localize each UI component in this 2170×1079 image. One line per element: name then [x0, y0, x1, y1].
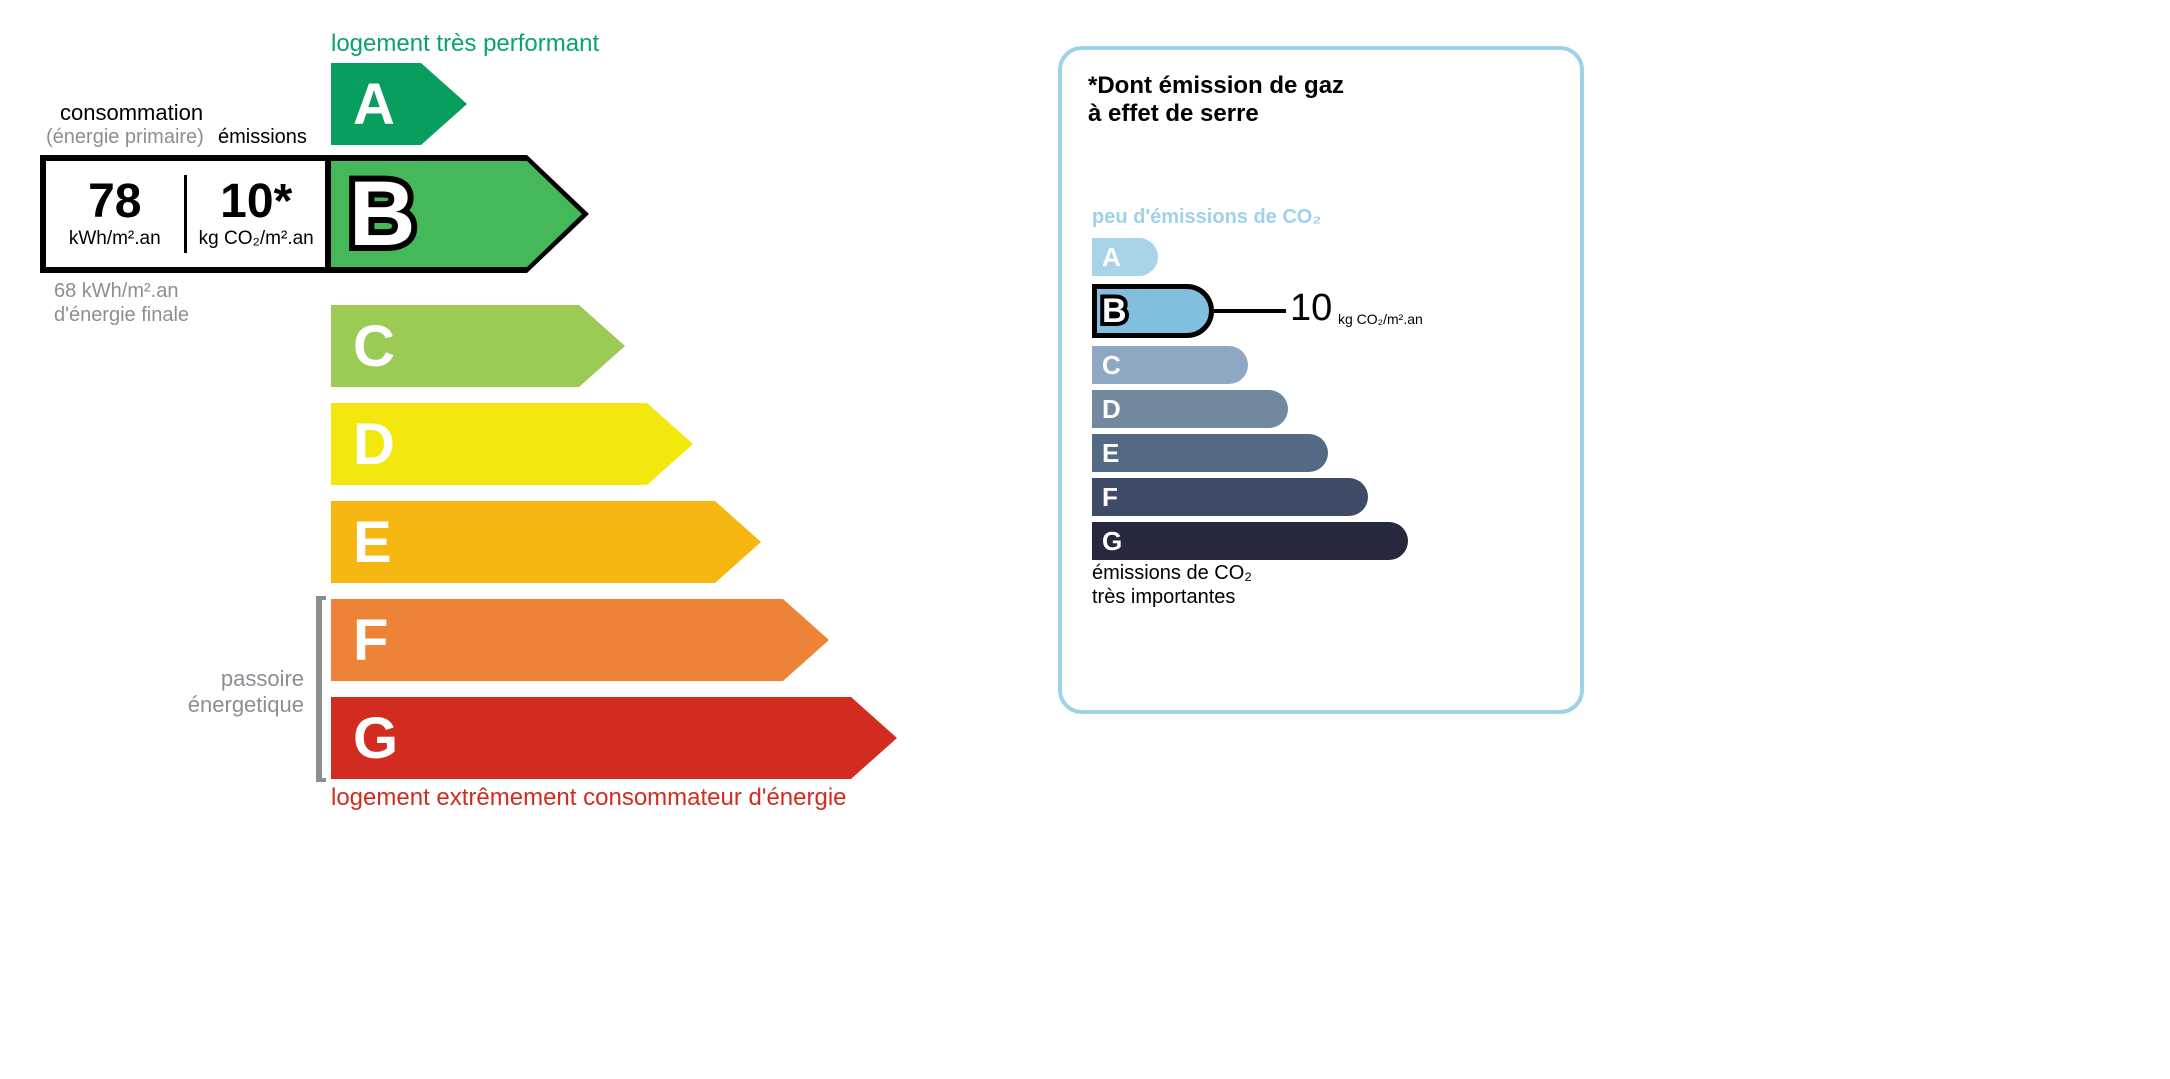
passoire-label-l2: énergetique	[170, 692, 304, 718]
energy-arrow-letter: C	[353, 305, 395, 387]
consumption-unit: kWh/m².an	[69, 228, 161, 250]
ges-pill-F: F	[1092, 478, 1368, 516]
energie-finale-l1: 68 kWh/m².an	[54, 280, 178, 303]
ges-value: 10	[1290, 287, 1332, 330]
ges-pill-selected: B B	[1092, 284, 1214, 338]
ges-pill-letter: D	[1102, 390, 1121, 428]
ges-low-label: peu d'émissions de CO₂	[1092, 206, 1321, 229]
energy-arrow-D: D	[331, 403, 693, 485]
ges-pill-E: E	[1092, 434, 1328, 472]
ges-pill-D: D	[1092, 390, 1288, 428]
energy-top-label: logement très performant	[331, 30, 599, 58]
ges-pill-letter: E	[1102, 434, 1119, 472]
energie-finale-l2: d'énergie finale	[54, 304, 189, 327]
energy-arrow-letter: G	[353, 697, 398, 779]
energy-arrow-letter: D	[353, 403, 395, 485]
energy-arrow-letter: F	[353, 599, 388, 681]
energy-value-box: 78 kWh/m².an 10* kg CO₂/m².an	[40, 155, 331, 273]
ges-high-label-l2: très importantes	[1092, 586, 1235, 609]
ges-pill-A: A	[1092, 238, 1158, 276]
ges-pill-selected-letter: B B	[1102, 284, 1127, 338]
ges-pill-G: G	[1092, 522, 1408, 560]
passoire-bracket-bottom	[316, 778, 326, 782]
ges-high-label-l1: émissions de CO₂	[1092, 562, 1252, 585]
energy-arrow-F: F	[331, 599, 829, 681]
energy-arrow-C: C	[331, 305, 625, 387]
emissions-value: 10*	[220, 178, 292, 226]
ges-pill-letter: G	[1102, 522, 1122, 560]
ges-pill-letter: C	[1102, 346, 1121, 384]
passoire-bracket-top	[316, 596, 326, 600]
energy-arrow-letter: A	[353, 63, 395, 145]
ges-pill-letter: A	[1102, 238, 1121, 276]
energy-arrow-letter: E	[353, 501, 392, 583]
header-energie-primaire: (énergie primaire)	[46, 126, 204, 149]
ges-title-l2: à effet de serre	[1088, 100, 1259, 128]
ges-pill-C: C	[1092, 346, 1248, 384]
ges-connector	[1214, 309, 1286, 313]
energy-arrow-G: G	[331, 697, 897, 779]
ges-value-unit: kg CO₂/m².an	[1338, 311, 1423, 327]
passoire-label-l1: passoire	[204, 666, 304, 692]
emissions-unit: kg CO₂/m².an	[199, 228, 314, 250]
energy-bottom-label: logement extrêmement consommateur d'éner…	[331, 784, 847, 812]
energy-arrow-A: A	[331, 63, 467, 145]
consumption-value: 78	[88, 178, 141, 226]
energy-arrow-selected: B B	[331, 155, 589, 273]
header-consommation: consommation	[60, 100, 203, 126]
ges-title-l1: *Dont émission de gaz	[1088, 72, 1344, 100]
passoire-bracket	[316, 598, 322, 780]
ges-pill-letter: F	[1102, 478, 1118, 516]
energy-arrow-selected-letter: B B	[349, 159, 415, 269]
energy-arrow-E: E	[331, 501, 761, 583]
header-emissions: émissions	[218, 126, 307, 149]
